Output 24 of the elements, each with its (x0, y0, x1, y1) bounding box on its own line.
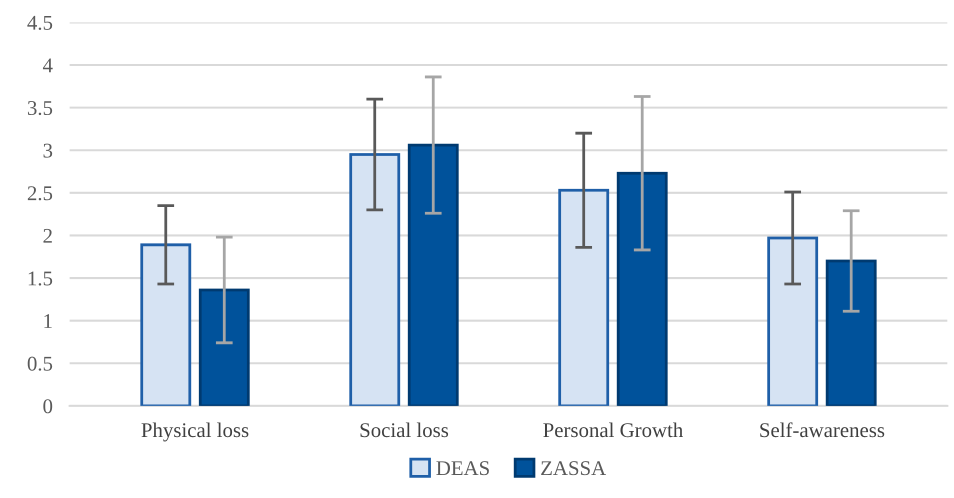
x-tick-label: Personal Growth (543, 422, 683, 438)
y-tick-label: 1.5 (28, 272, 52, 286)
legend-label: DEAS (436, 461, 489, 476)
y-tick-label: 4.5 (27, 16, 52, 30)
bar (198, 288, 250, 406)
y-tick-label: 3.5 (28, 101, 52, 116)
bar (408, 144, 459, 406)
bar (140, 243, 192, 406)
x-tick-label: Physical loss (142, 422, 248, 442)
y-tick-label: 0 (43, 399, 52, 414)
y-tick-label: 4 (42, 58, 53, 72)
bar (826, 260, 877, 406)
x-tick-label: Social loss (360, 422, 448, 438)
y-tick-label: 1 (44, 314, 52, 328)
y-tick-label: 2 (43, 228, 52, 243)
y-tick-label: 0.5 (28, 356, 52, 371)
legend-label: ZASSA (541, 461, 606, 476)
bar (349, 153, 400, 406)
bar (767, 236, 818, 406)
bar (616, 172, 668, 406)
bar (558, 188, 610, 406)
y-tick-label: 3 (44, 144, 52, 158)
x-tick-label: Self-awareness (760, 422, 884, 438)
y-tick-label: 2.5 (28, 186, 52, 200)
